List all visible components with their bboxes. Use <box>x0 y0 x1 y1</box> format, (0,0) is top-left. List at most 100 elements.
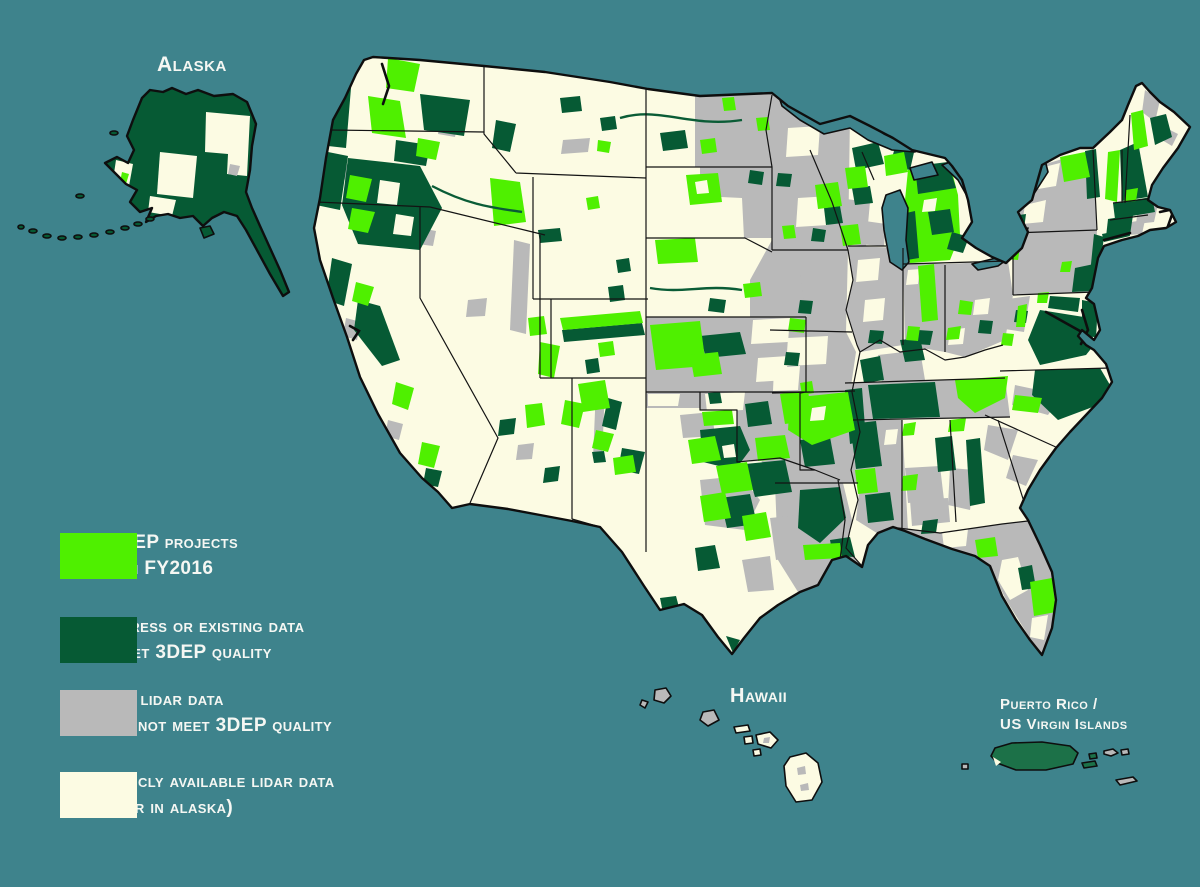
map-patch <box>751 318 790 344</box>
map-patch <box>743 282 762 298</box>
map-patch <box>845 166 868 189</box>
map-patch <box>702 410 734 426</box>
puerto-rico-label-line1: Puerto Rico / <box>1000 696 1098 713</box>
map-patch <box>815 182 842 209</box>
map-patch <box>1016 304 1027 327</box>
map-patch <box>368 96 406 138</box>
map-patch <box>935 436 956 472</box>
swatch-rect <box>60 772 137 818</box>
map-patch <box>784 352 800 366</box>
bering-island <box>109 130 119 136</box>
map-patch <box>157 152 197 198</box>
legend-swatch-existing-gray <box>60 690 137 736</box>
map-patch <box>498 418 516 436</box>
hawaii-region <box>639 687 823 803</box>
map-patch <box>562 323 645 342</box>
map-patch <box>700 332 746 358</box>
map-patch <box>948 418 966 432</box>
map-patch <box>1105 150 1120 202</box>
island-oahu <box>699 709 720 727</box>
map-patch <box>776 173 792 187</box>
legend-item-new-3dep: new 3DEP projects added in FY2016 <box>60 532 238 582</box>
map-patch <box>852 186 873 205</box>
aleutian-island <box>42 233 52 239</box>
aleutian-island <box>120 225 130 231</box>
map-patch <box>616 258 631 273</box>
map-patch <box>585 358 600 374</box>
map-patch <box>922 198 937 212</box>
puerto-rico-usvi-region <box>961 741 1138 786</box>
map-patch <box>1032 368 1110 420</box>
map-patch <box>695 545 720 571</box>
map-patch <box>346 175 372 202</box>
map-patch <box>810 406 826 421</box>
map-patch <box>561 138 590 154</box>
map-patch <box>418 442 440 468</box>
map-patch <box>800 437 835 467</box>
map-patch <box>984 425 1018 460</box>
map-patch <box>786 126 820 157</box>
aleutian-island <box>17 224 25 230</box>
legend-swatch-no-data <box>60 772 137 818</box>
patches-meets-3dep-dark-green <box>316 72 1172 653</box>
map-patch <box>316 152 348 210</box>
map-patch <box>695 180 709 194</box>
patches-new-3dep-green <box>346 58 1148 655</box>
map-patch <box>921 519 938 534</box>
map-patch <box>1028 310 1094 365</box>
map-patch <box>352 282 374 306</box>
map-patch <box>966 438 985 506</box>
river-strip-snake <box>431 184 523 214</box>
map-patch <box>1085 149 1100 199</box>
legend-swatch-in-progress <box>60 617 137 663</box>
map-patch <box>1044 650 1056 655</box>
map-patch <box>1022 200 1046 224</box>
island-detail-gray <box>800 783 809 791</box>
map-patch <box>910 498 950 526</box>
swatch-rect <box>60 617 137 663</box>
map-patch <box>586 196 600 210</box>
swatch-rect <box>60 533 137 579</box>
map-patch <box>850 421 882 469</box>
map-patch <box>490 178 526 226</box>
map-patch <box>722 444 736 458</box>
map-patch <box>1113 197 1155 219</box>
map-patch <box>722 97 736 111</box>
coast-detail-lines <box>348 62 1176 655</box>
swatch-rect <box>60 690 137 736</box>
island-hawaii-big <box>783 752 823 803</box>
map-patch <box>773 366 800 391</box>
map-patch <box>608 285 625 302</box>
island-st-thomas <box>1103 748 1119 757</box>
map-patch <box>946 326 961 340</box>
bering-island <box>75 193 85 199</box>
map-patch <box>1012 395 1042 413</box>
map-patch <box>1006 455 1038 486</box>
legend-item-in-progress: in progress or existing data that meet 3… <box>60 616 304 666</box>
river-strip-missouri <box>619 113 743 123</box>
aleutian-island <box>133 221 143 227</box>
legend-item-no-data: no publicly available lidar data (or ifs… <box>60 771 335 821</box>
map-patch <box>592 430 614 452</box>
map-patch <box>1072 264 1094 292</box>
puerto-rico-usvi-label: Puerto Rico / US Virgin Islands <box>1000 695 1128 735</box>
map-patch <box>898 519 1056 655</box>
map-patch <box>884 429 898 445</box>
map-patch <box>1131 110 1148 150</box>
map-patch <box>955 376 1008 413</box>
map-patch <box>884 152 908 176</box>
map-patch <box>868 382 940 419</box>
island-st-croix <box>1115 776 1138 786</box>
map-patch <box>770 515 806 560</box>
aleutian-island <box>73 234 83 240</box>
map-patch <box>377 180 400 205</box>
river-strip-platte <box>649 286 743 292</box>
aleutian-island <box>57 235 67 241</box>
island-molokai <box>733 724 751 734</box>
map-patch <box>1060 261 1072 272</box>
map-patch <box>863 298 885 322</box>
map-patch <box>1129 220 1145 235</box>
kodiak-island <box>199 225 215 239</box>
map-patch <box>492 120 516 152</box>
